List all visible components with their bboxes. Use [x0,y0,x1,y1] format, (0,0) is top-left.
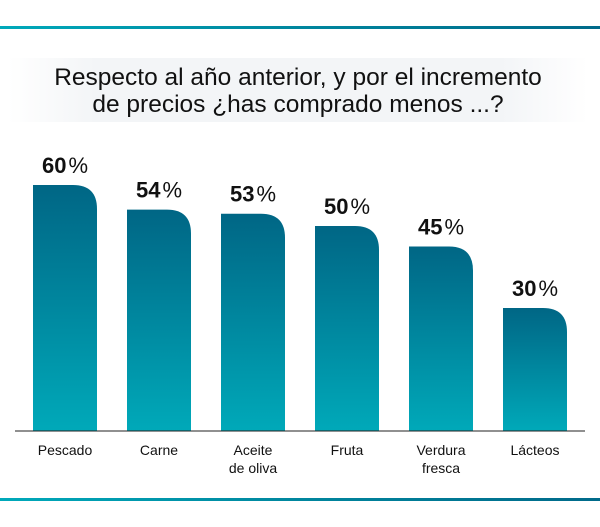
bottom-accent-line [0,498,600,501]
value-label: 30% [512,276,558,301]
category-label: Lácteos [510,442,560,458]
category-label: Verdura fresca [416,442,466,476]
title-box: Respecto al año anterior, y por el incre… [8,58,588,122]
value-label: 53% [230,182,276,207]
top-accent-line [0,26,600,29]
bar-3 [315,226,379,431]
value-label: 60% [42,153,88,178]
category-label: Fruta [330,442,364,458]
bar-1 [127,209,191,431]
value-label: 45% [418,215,464,240]
value-label: 54% [136,178,182,203]
category-label: Pescado [37,442,93,458]
chart-title: Respecto al año anterior, y por el incre… [54,64,542,118]
category-label: Carne [139,442,179,458]
value-label: 50% [324,194,370,219]
bar-2 [221,213,285,431]
category-label: Aceite de oliva [228,442,278,476]
bar-4 [409,246,473,431]
bar-5 [503,308,567,431]
bar-0 [33,185,97,431]
